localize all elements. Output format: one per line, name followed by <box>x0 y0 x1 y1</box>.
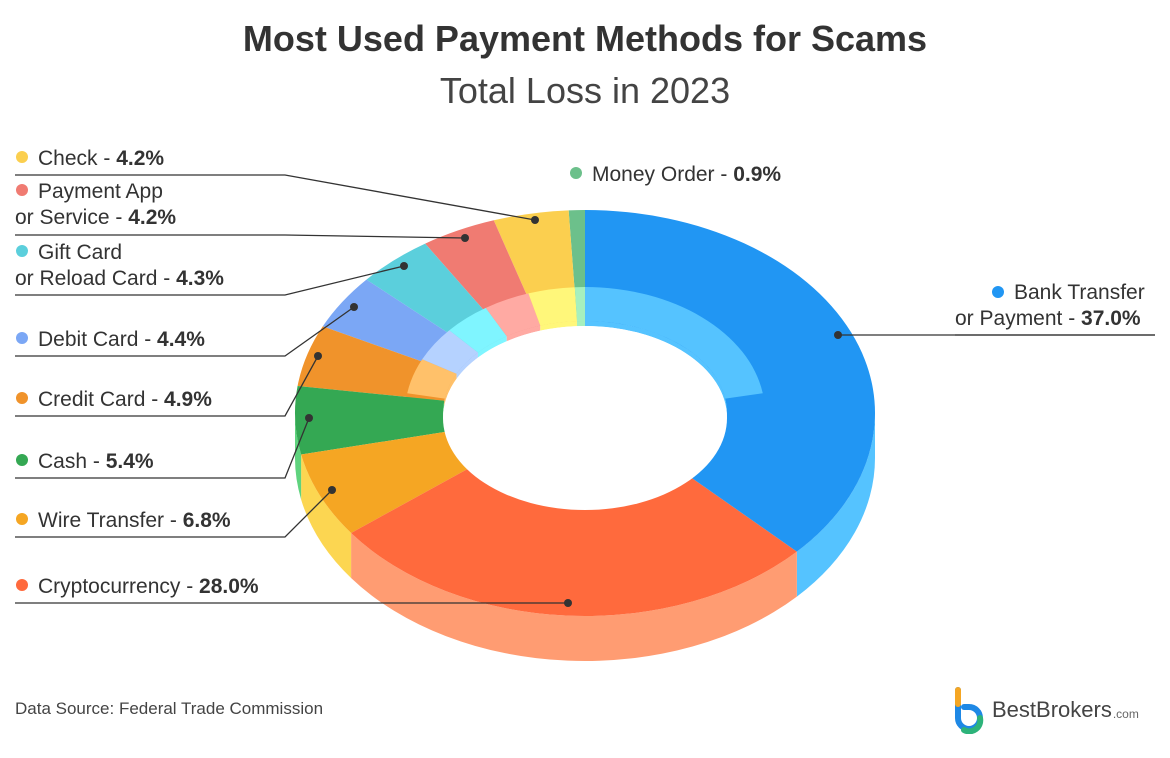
inner-band-highlight <box>485 293 541 337</box>
leader-line <box>15 174 536 221</box>
legend-dot <box>16 579 28 591</box>
leader-end-dot <box>305 414 313 422</box>
slice-label-text: Wire Transfer - <box>38 509 183 532</box>
slice-label: Gift Card or Reload Card - 4.3% <box>15 241 224 290</box>
slice-percentage: 37.0% <box>1081 307 1141 330</box>
slice-percentage: 0.9% <box>733 163 781 186</box>
chart-title: Most Used Payment Methods for Scams <box>242 18 928 59</box>
inner-band-highlight <box>449 307 507 353</box>
chart-subtitle: Total Loss in 2023 <box>439 70 731 111</box>
slice-label-text: or Reload Card - <box>15 267 176 290</box>
slice-percentage: 28.0% <box>199 575 259 598</box>
inner-wall-segment <box>506 325 541 342</box>
slice-percentage: 5.4% <box>106 450 154 473</box>
brand-tld: .com <box>1112 707 1139 721</box>
slice-label-text: Money Order - <box>592 163 733 186</box>
leader-end-dot <box>834 331 842 339</box>
inner-wall-segment <box>456 352 478 379</box>
slice-label: Cash - 5.4% <box>38 450 154 473</box>
leader-end-dot <box>400 262 408 270</box>
slice-label-text: Cryptocurrency - <box>38 575 199 598</box>
slice-percentage: 4.9% <box>164 388 212 411</box>
legend-dot <box>16 151 28 163</box>
slice-label: Debit Card - 4.4% <box>38 328 205 351</box>
leader-end-dot <box>461 234 469 242</box>
slice-label-text: or Payment - <box>955 307 1081 330</box>
donut-hole <box>443 326 727 510</box>
pie-slice[interactable] <box>295 386 446 455</box>
legend-dot <box>570 167 582 179</box>
inner-wall-segment <box>477 336 507 358</box>
depth-segment <box>796 413 875 597</box>
inner-wall-segment <box>443 400 445 418</box>
donut-depth <box>295 413 875 662</box>
leader-line <box>15 306 355 357</box>
bestbrokers-logo-icon <box>955 687 984 734</box>
slice-label: Wire Transfer - 6.8% <box>38 509 231 532</box>
leader-line <box>15 489 333 538</box>
leader-end-dot <box>350 303 358 311</box>
legend-dot <box>992 286 1004 298</box>
pie-slice[interactable] <box>351 467 797 617</box>
data-source-note: Data Source: Federal Trade Commission <box>15 699 324 718</box>
leader-end-dot <box>564 599 572 607</box>
inner-band-highlight <box>585 287 763 399</box>
leader-end-dot <box>314 352 322 360</box>
leader-line <box>15 234 466 239</box>
slice-label-text: Check - <box>38 147 116 170</box>
inner-band-highlight <box>528 287 577 326</box>
inner-band-highlight <box>574 287 585 322</box>
leader-line <box>15 355 319 417</box>
legend-dot <box>16 245 28 257</box>
slice-label-text: Bank Transfer <box>1014 281 1145 304</box>
leader-lines <box>15 174 1155 607</box>
pie-slice[interactable] <box>301 431 471 533</box>
slice-label-text: Payment App <box>38 180 163 203</box>
leader-end-dot <box>328 486 336 494</box>
legend-dot <box>16 392 28 404</box>
brand-logo[interactable]: BestBrokers .com <box>952 686 1139 734</box>
slice-label-text: or Service - <box>15 206 128 229</box>
slice-label-text: Cash - <box>38 450 106 473</box>
depth-segment <box>351 532 797 662</box>
slice-label-text: Gift Card <box>38 241 122 264</box>
slice-percentage: 4.3% <box>176 267 224 290</box>
legend-dot <box>16 332 28 344</box>
brand-name: BestBrokers <box>992 697 1112 722</box>
slice-label-text: Debit Card - <box>38 328 157 351</box>
slice-label: Credit Card - 4.9% <box>38 388 212 411</box>
inner-band-highlight <box>422 330 478 374</box>
slice-label-text: Credit Card - <box>38 388 164 411</box>
slice-label: Check - 4.2% <box>38 147 164 170</box>
inner-band-highlight <box>407 359 457 399</box>
leader-line <box>15 417 310 479</box>
slice-label: Money Order - 0.9% <box>592 163 781 186</box>
leader-end-dot <box>531 216 539 224</box>
slice-labels: Bank Transfer or Payment - 37.0% Cryptocur… <box>15 147 1145 598</box>
slice-percentage: 4.4% <box>157 328 205 351</box>
slice-label: Bank Transfer or Payment - 37.0% <box>955 281 1145 330</box>
slice-label: Payment App or Service - 4.2% <box>15 180 176 229</box>
donut-top <box>295 209 875 617</box>
slice-percentage: 4.2% <box>116 147 164 170</box>
leader-line <box>15 265 405 296</box>
inner-wall-segment <box>576 321 585 327</box>
legend-dot <box>16 513 28 525</box>
legend-dot <box>16 454 28 466</box>
inner-wall-segment <box>540 321 577 331</box>
slice-label: Cryptocurrency - 28.0% <box>38 575 259 598</box>
slice-percentage: 6.8% <box>183 509 231 532</box>
depth-segment <box>301 454 352 578</box>
depth-segment <box>295 413 302 500</box>
legend-dot <box>16 184 28 196</box>
inner-wall-segment <box>444 373 457 406</box>
slice-percentage: 4.2% <box>128 206 176 229</box>
